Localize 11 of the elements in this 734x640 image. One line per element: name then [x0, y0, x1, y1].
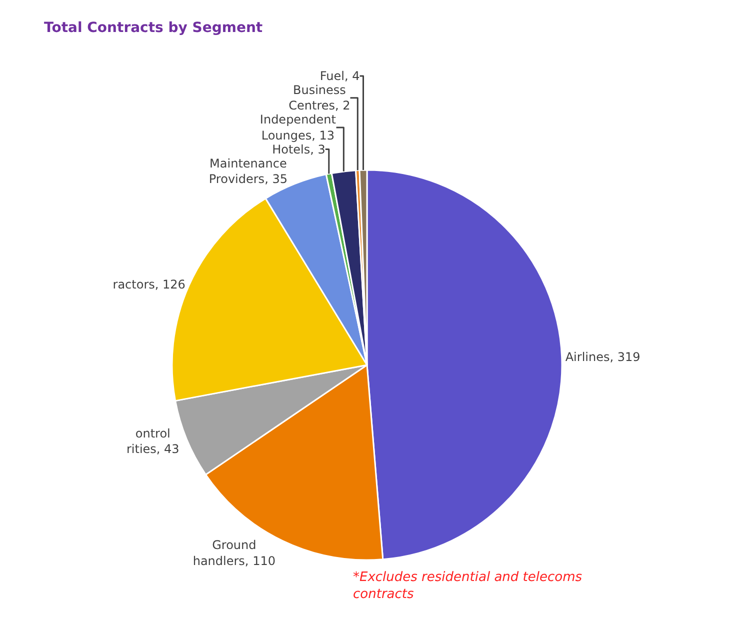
chart-title: Total Contracts by Segment	[44, 20, 263, 36]
slice-label: Business Centres, 2	[288, 83, 350, 113]
slice-label: ractors, 126	[112, 277, 186, 292]
slice-label: Hotels, 3	[272, 142, 326, 156]
slice-label: Airlines, 319	[565, 350, 640, 364]
slice-label: Independent Lounges, 13	[260, 112, 336, 142]
slice-label: Fuel, 4	[320, 69, 360, 84]
slice-label: ontrol rities, 43	[126, 426, 180, 456]
slice-label: Maintenance Providers, 35	[208, 156, 288, 186]
slice-label: Ground handlers, 110	[192, 538, 276, 568]
text: *Excludes residential and telecoms contracts	[353, 570, 582, 602]
